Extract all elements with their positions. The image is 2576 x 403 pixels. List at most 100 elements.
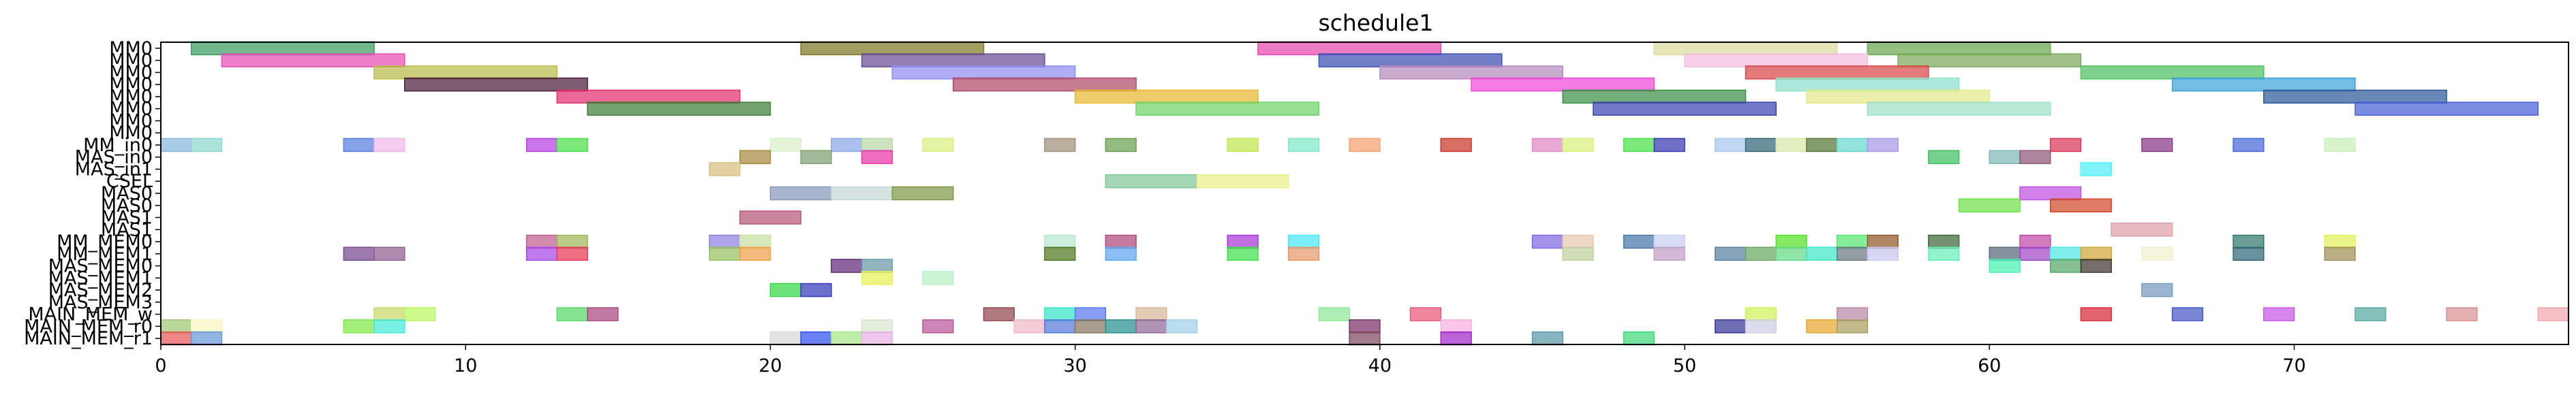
task-bar xyxy=(1653,234,1685,249)
task-bar xyxy=(769,331,801,346)
x-tick-label: 0 xyxy=(155,355,166,376)
task-bar xyxy=(1653,246,1685,261)
task-bar xyxy=(891,186,954,201)
task-bar xyxy=(709,162,741,176)
task-bar xyxy=(861,331,893,346)
task-bar xyxy=(1623,138,1655,152)
task-bar xyxy=(1775,246,1807,261)
task-bar xyxy=(1928,150,1960,164)
task-bar xyxy=(556,234,588,249)
task-bar xyxy=(983,307,1015,321)
task-bar xyxy=(1044,138,1076,152)
task-bar xyxy=(800,41,985,56)
task-bar xyxy=(831,259,863,273)
task-bar xyxy=(1562,89,1747,104)
task-bar xyxy=(373,319,405,334)
task-bar xyxy=(1989,259,2021,273)
row-label: MM0 xyxy=(109,38,153,59)
row-label: MM_in0 xyxy=(83,135,153,156)
task-bar xyxy=(1562,234,1594,249)
task-bar xyxy=(1653,41,1838,56)
task-bar xyxy=(190,319,223,334)
task-bar xyxy=(709,234,741,249)
row-label: MM_MEM1 xyxy=(57,244,153,265)
task-bar xyxy=(2080,162,2112,176)
task-bar xyxy=(2080,246,2112,261)
task-bar xyxy=(1775,234,1807,249)
task-bar xyxy=(1349,138,1381,152)
row-label: MM0 xyxy=(109,62,153,83)
task-bar xyxy=(2019,246,2051,261)
task-bar xyxy=(800,283,832,297)
x-tick-label: 50 xyxy=(1673,355,1696,376)
task-bar xyxy=(2049,259,2082,273)
task-bar xyxy=(1349,331,1381,346)
task-bar xyxy=(190,138,223,152)
task-bar xyxy=(160,331,192,346)
task-bar xyxy=(1653,138,1685,152)
task-bar xyxy=(2233,138,2265,152)
task-bar xyxy=(1867,234,1899,249)
task-bar xyxy=(1958,198,2021,213)
task-bar xyxy=(2141,283,2173,297)
task-bar xyxy=(1287,234,1320,249)
task-bar xyxy=(1989,150,2021,164)
task-bar xyxy=(739,150,771,164)
task-bar xyxy=(1013,319,1045,334)
task-bar xyxy=(1928,246,1960,261)
task-bar xyxy=(831,331,863,346)
task-bar xyxy=(587,101,771,116)
task-bar xyxy=(1166,319,1198,334)
task-bar xyxy=(861,319,893,334)
task-bar xyxy=(1227,234,1259,249)
task-bar xyxy=(556,138,588,152)
task-bar xyxy=(2355,101,2539,116)
task-bar xyxy=(1379,65,1563,80)
x-tick-label: 40 xyxy=(1368,355,1392,376)
task-bar xyxy=(2324,246,2356,261)
task-bar xyxy=(1684,53,1869,67)
task-bar xyxy=(831,186,893,201)
task-bar xyxy=(709,246,741,261)
task-bar xyxy=(525,138,558,152)
task-bar xyxy=(1989,246,2021,261)
task-bar xyxy=(373,138,405,152)
task-bar xyxy=(2233,246,2265,261)
task-bar xyxy=(800,331,832,346)
task-bar xyxy=(2355,307,2387,321)
row-label: MAS1 xyxy=(101,219,153,240)
task-bar xyxy=(1227,138,1259,152)
task-bar xyxy=(769,283,801,297)
task-bar xyxy=(2141,246,2173,261)
x-axis-ticks: 0 10 20 30 40 50 60 70 xyxy=(155,344,2306,376)
task-bar xyxy=(2049,198,2112,213)
task-bar xyxy=(1715,246,1747,261)
row-label: MAS_MEM0 xyxy=(48,256,153,277)
task-bar xyxy=(2446,307,2478,321)
task-bar xyxy=(190,41,375,56)
row-label: MAS0 xyxy=(101,195,153,216)
task-bar xyxy=(2080,65,2265,80)
task-bar xyxy=(2080,307,2112,321)
task-bar xyxy=(1044,307,1076,321)
task-bar xyxy=(1135,319,1167,334)
task-bar xyxy=(404,77,588,92)
task-bar xyxy=(1105,138,1137,152)
row-label: MAS_in0 xyxy=(75,147,153,168)
task-bar xyxy=(1318,307,1350,321)
task-bar xyxy=(1409,307,1442,321)
chart-title: schedule1 xyxy=(1319,10,1434,36)
task-bar xyxy=(1318,53,1503,67)
task-bar xyxy=(2019,234,2051,249)
task-bar xyxy=(221,53,405,67)
task-bar xyxy=(1775,138,1807,152)
task-bar xyxy=(861,53,1045,67)
task-bar xyxy=(769,186,832,201)
task-bar xyxy=(1836,319,1869,334)
row-label: MM0 xyxy=(109,74,153,95)
row-label: MAIN_MEM_r1 xyxy=(24,328,153,349)
task-bar xyxy=(2111,223,2173,237)
task-bar xyxy=(2080,259,2112,273)
task-bar xyxy=(1593,101,1777,116)
